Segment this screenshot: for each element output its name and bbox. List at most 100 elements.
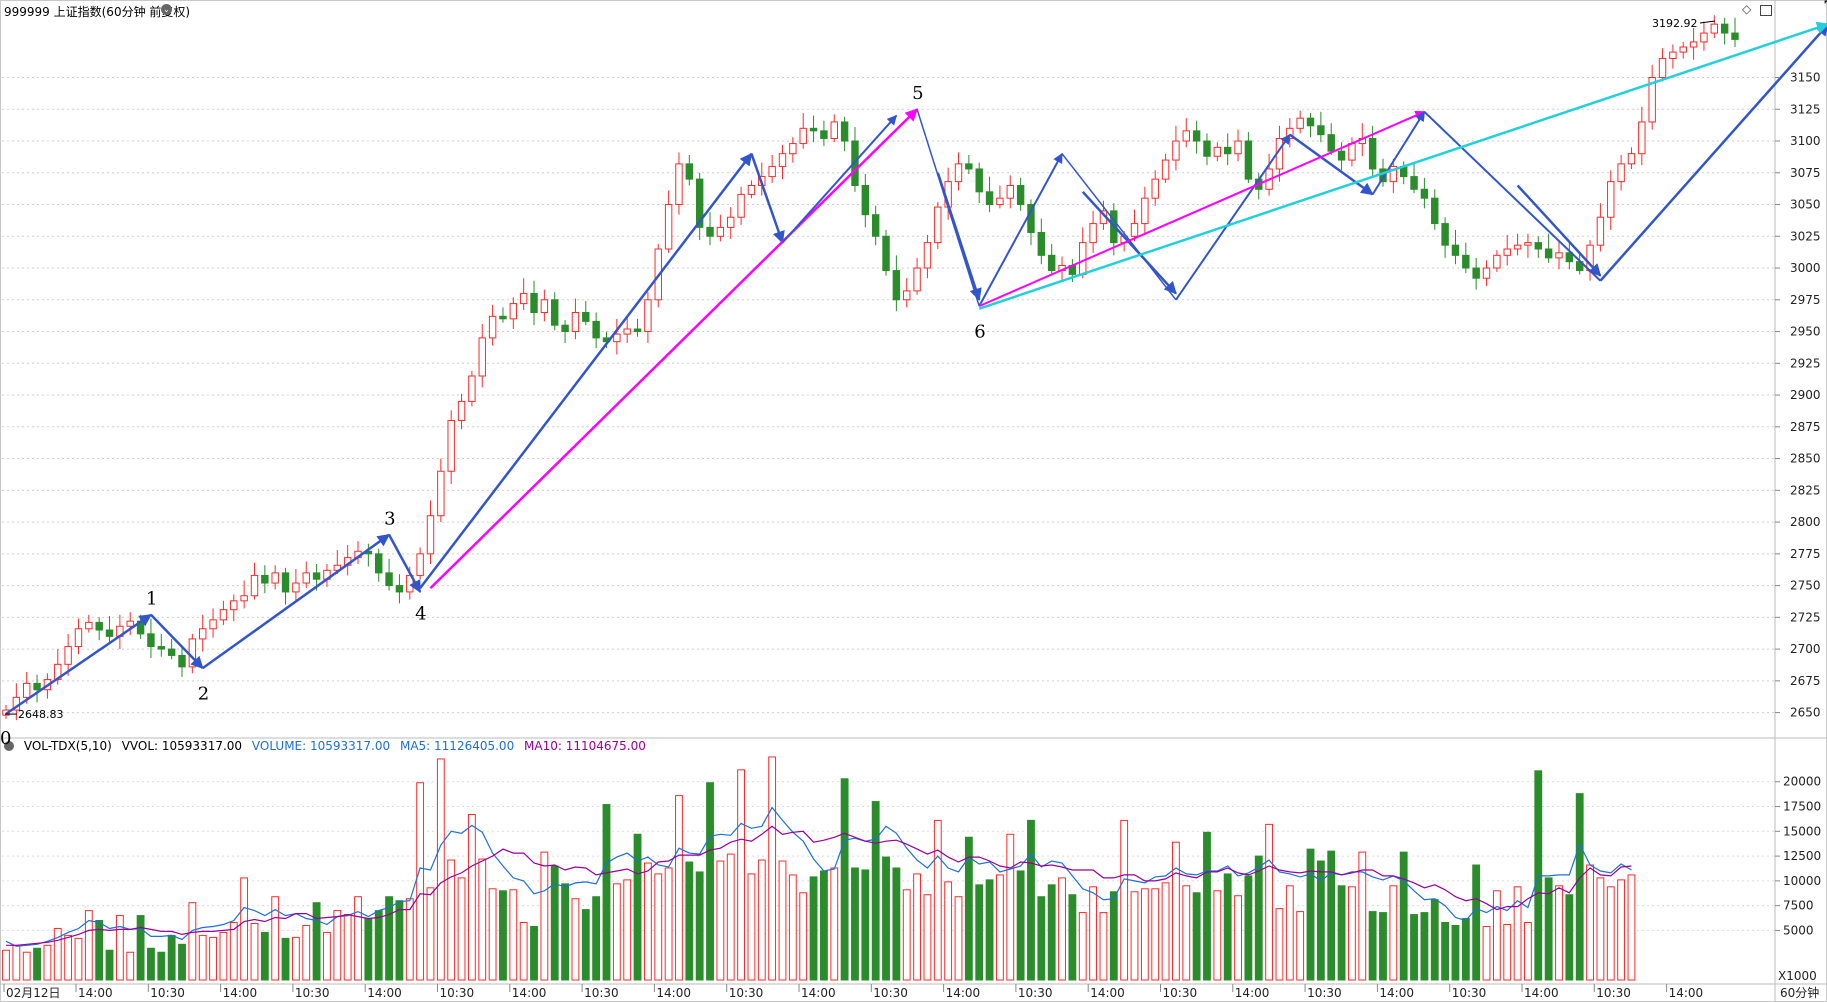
candle-up[interactable]: [437, 458, 445, 523]
candle-up[interactable]: [1079, 227, 1087, 279]
candle-down[interactable]: [1244, 132, 1253, 183]
candle-up[interactable]: [416, 547, 424, 580]
candle-down[interactable]: [1451, 229, 1460, 265]
candle-up[interactable]: [664, 190, 673, 253]
candle-up[interactable]: [1130, 209, 1139, 242]
candle-up[interactable]: [1089, 210, 1097, 253]
candle-up[interactable]: [1617, 154, 1625, 191]
candle-up[interactable]: [209, 608, 217, 638]
candle-up[interactable]: [1172, 125, 1180, 171]
candle-down[interactable]: [33, 674, 41, 703]
candle-down[interactable]: [105, 616, 114, 643]
candle-up[interactable]: [1234, 129, 1242, 162]
candle-up[interactable]: [954, 152, 963, 191]
candle-up[interactable]: [354, 541, 362, 564]
candle-up[interactable]: [478, 323, 486, 388]
candle-up[interactable]: [1555, 240, 1563, 270]
candle-up[interactable]: [1648, 64, 1656, 130]
candle-down[interactable]: [892, 255, 901, 312]
candles[interactable]: [2, 15, 1739, 721]
candle-up[interactable]: [126, 612, 134, 636]
candle-down[interactable]: [1534, 236, 1542, 258]
candle-up[interactable]: [571, 298, 580, 340]
candle-down[interactable]: [1441, 217, 1449, 258]
candle-down[interactable]: [499, 307, 507, 323]
candle-down[interactable]: [882, 229, 890, 276]
candle-down[interactable]: [1327, 123, 1335, 155]
candle-down[interactable]: [375, 548, 383, 582]
candle-up[interactable]: [343, 544, 352, 576]
candle-down[interactable]: [551, 292, 559, 331]
candle-down[interactable]: [136, 614, 145, 639]
candle-up[interactable]: [1679, 41, 1687, 59]
candle-up[interactable]: [447, 410, 455, 484]
candle-up[interactable]: [1503, 235, 1511, 266]
candle-down[interactable]: [1192, 120, 1201, 154]
candle-down[interactable]: [1565, 242, 1574, 270]
candle-up[interactable]: [271, 565, 279, 590]
candle-down[interactable]: [1203, 133, 1211, 166]
candle-up[interactable]: [302, 561, 310, 589]
candle-up[interactable]: [913, 257, 921, 295]
candle-up[interactable]: [468, 370, 476, 407]
candle-down[interactable]: [1223, 133, 1232, 166]
candle-up[interactable]: [1182, 118, 1190, 148]
candle-up[interactable]: [457, 393, 466, 430]
candle-down[interactable]: [1016, 177, 1025, 211]
candle-up[interactable]: [1689, 27, 1698, 60]
candle-down[interactable]: [1472, 257, 1480, 290]
candle-up[interactable]: [64, 633, 72, 676]
candle-down[interactable]: [685, 154, 694, 186]
candle-up[interactable]: [426, 500, 435, 564]
candle-up[interactable]: [830, 114, 838, 143]
candle-up[interactable]: [996, 185, 1004, 209]
candle-up[interactable]: [219, 600, 228, 625]
candle-up[interactable]: [799, 113, 807, 149]
candle-up[interactable]: [747, 180, 756, 199]
candle-down[interactable]: [975, 162, 983, 204]
candle-up[interactable]: [85, 614, 93, 633]
volume-bars[interactable]: [2, 756, 1636, 981]
candle-up[interactable]: [199, 614, 207, 652]
candle-up[interactable]: [623, 316, 631, 343]
candle-up[interactable]: [1482, 260, 1491, 286]
candle-down[interactable]: [1047, 243, 1056, 276]
candle-up[interactable]: [250, 562, 259, 600]
candle-up[interactable]: [1151, 170, 1159, 206]
candle-down[interactable]: [871, 205, 880, 246]
candle-up[interactable]: [1700, 21, 1708, 51]
candle-down[interactable]: [633, 318, 642, 337]
candle-down[interactable]: [261, 565, 269, 594]
candle-up[interactable]: [675, 152, 683, 215]
candle-up[interactable]: [509, 297, 518, 330]
candle-down[interactable]: [1306, 113, 1315, 138]
candle-down[interactable]: [157, 633, 166, 657]
candle-up[interactable]: [1638, 106, 1646, 166]
candle-up[interactable]: [240, 580, 248, 609]
candle-up[interactable]: [1286, 118, 1294, 148]
candle-down[interactable]: [1544, 233, 1553, 263]
candle-up[interactable]: [1493, 250, 1501, 272]
candle-up[interactable]: [1658, 48, 1667, 82]
candle-down[interactable]: [95, 617, 103, 641]
candle-down[interactable]: [1410, 162, 1418, 194]
candle-up[interactable]: [923, 235, 932, 279]
candle-up[interactable]: [323, 563, 331, 587]
candle-up[interactable]: [1213, 142, 1222, 162]
candle-up[interactable]: [1296, 110, 1304, 134]
candle-up[interactable]: [1524, 233, 1532, 258]
candle-up[interactable]: [1596, 203, 1605, 252]
window-toggle-icon[interactable]: [1760, 5, 1772, 16]
candle-up[interactable]: [1669, 44, 1677, 69]
candle-down[interactable]: [1731, 17, 1739, 48]
candle-down[interactable]: [178, 647, 186, 678]
candle-down[interactable]: [809, 115, 818, 143]
candle-down[interactable]: [385, 558, 393, 591]
candle-up[interactable]: [903, 278, 911, 308]
candle-up[interactable]: [1389, 158, 1398, 194]
candle-up[interactable]: [1006, 175, 1014, 209]
candle-up[interactable]: [934, 201, 942, 249]
candle-up[interactable]: [74, 618, 83, 655]
candle-up[interactable]: [230, 594, 238, 622]
